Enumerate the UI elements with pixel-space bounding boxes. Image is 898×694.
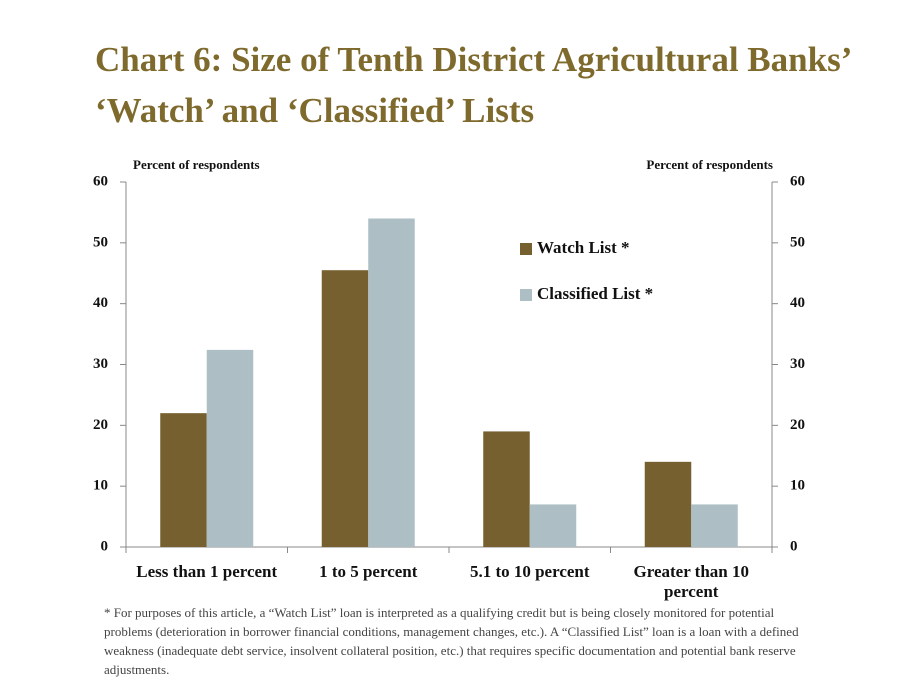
bar (206, 349, 254, 547)
y2-tick-label: 0 (790, 538, 798, 554)
x-tick-label: Greater than 10 percent (633, 562, 750, 601)
y2-tick-label: 30 (790, 356, 805, 372)
footnote: * For purposes of this article, a “Watch… (104, 605, 799, 677)
x-tick-label: 5.1 to 10 percent (469, 562, 590, 581)
bar (321, 270, 369, 547)
bar (160, 413, 207, 547)
y-axis-label: Percent of respondents (133, 157, 260, 172)
y-tick-label: 60 (93, 173, 108, 189)
legend-swatch (520, 243, 532, 255)
y-tick-label: 40 (93, 295, 108, 311)
y2-tick-label: 40 (790, 295, 805, 311)
legend-swatch (520, 289, 532, 301)
y-tick-label: 10 (93, 478, 108, 494)
x-tick-label: 1 to 5 percent (319, 562, 418, 581)
y-tick-label: 20 (93, 417, 108, 433)
y2-tick-label: 60 (790, 173, 805, 189)
bar (644, 461, 692, 547)
y-tick-label: 50 (93, 234, 108, 250)
y-tick-label: 0 (101, 538, 109, 554)
y2-tick-label: 50 (790, 234, 805, 250)
x-tick-label: Less than 1 percent (136, 562, 278, 581)
bar (691, 504, 738, 547)
bar (368, 218, 415, 547)
y-tick-label: 30 (93, 356, 108, 372)
y2-axis-label: Percent of respondents (646, 157, 773, 172)
bar (483, 431, 530, 547)
bar (529, 504, 577, 547)
y2-tick-label: 10 (790, 478, 805, 494)
legend-label: Classified List * (537, 284, 653, 303)
y2-tick-label: 20 (790, 417, 805, 433)
chart-title: Chart 6: Size of Tenth District Agricult… (95, 40, 850, 130)
legend-label: Watch List * (537, 238, 630, 257)
